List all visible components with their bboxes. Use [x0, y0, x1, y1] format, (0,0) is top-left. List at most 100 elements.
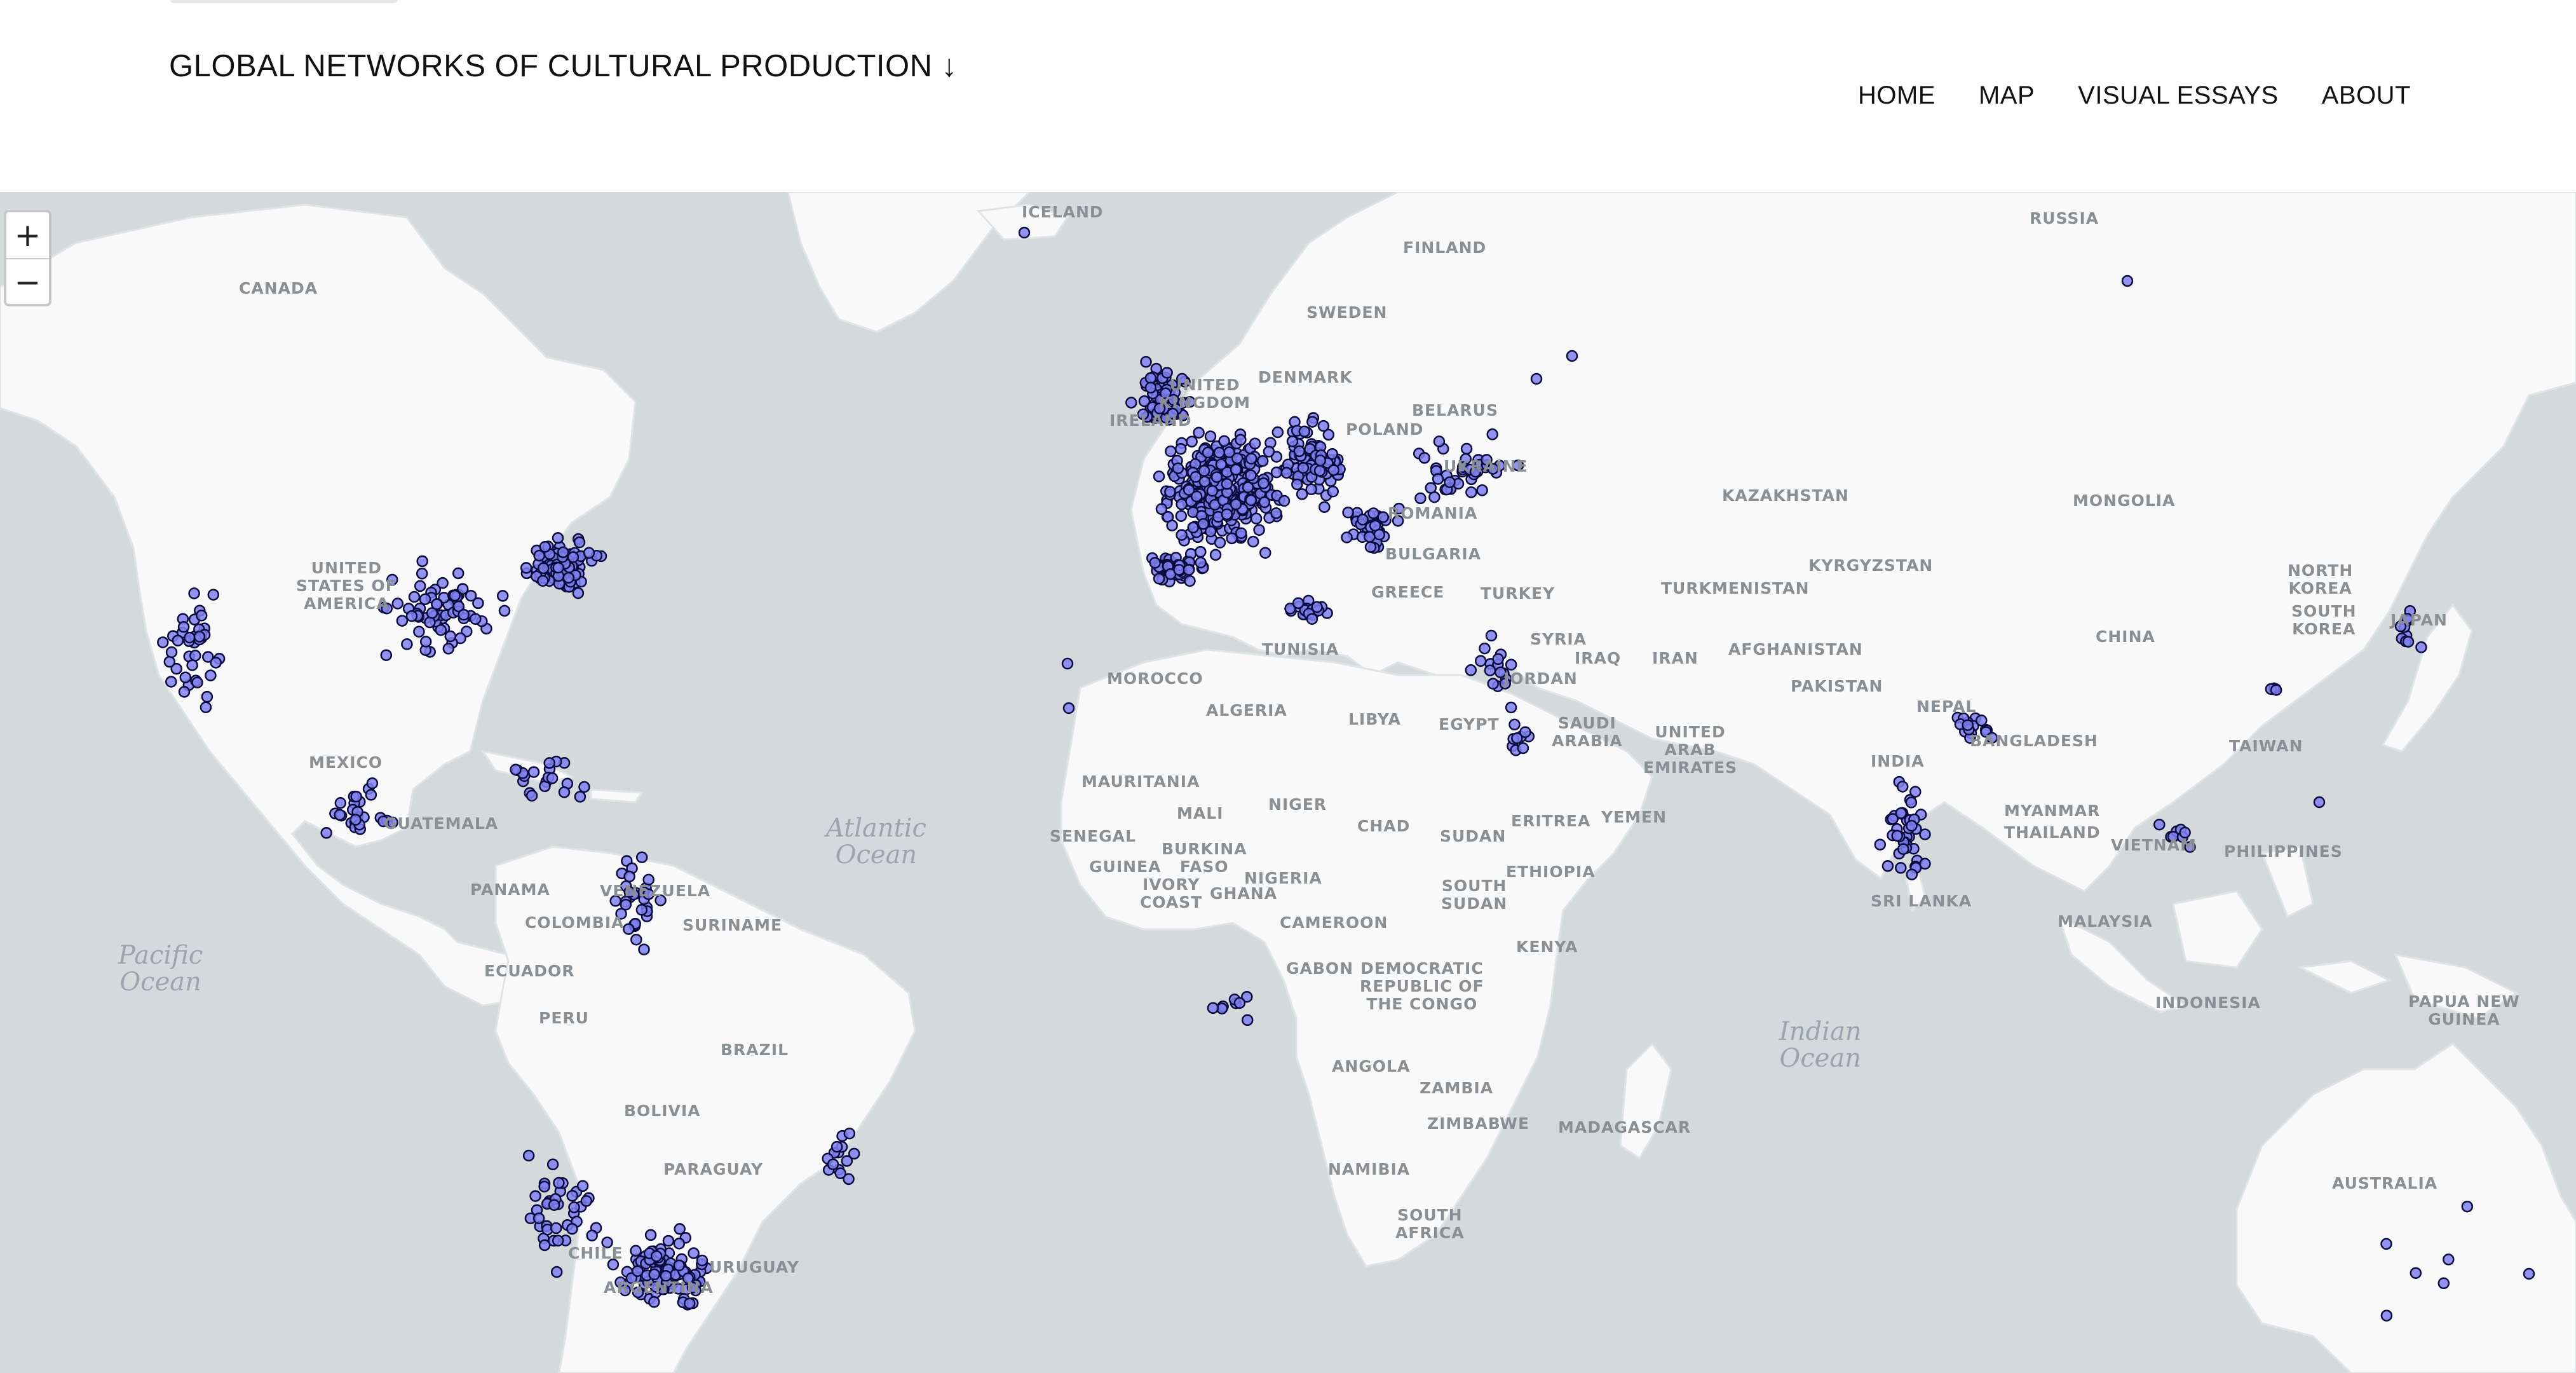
map-marker[interactable] [1160, 387, 1172, 399]
map-marker[interactable] [1166, 519, 1178, 531]
map-marker[interactable] [1919, 828, 1931, 840]
map-marker[interactable] [1198, 475, 1211, 488]
nav-home[interactable]: HOME [1857, 81, 1935, 109]
map-marker[interactable] [1326, 447, 1338, 460]
map-marker[interactable] [202, 651, 214, 663]
map-marker[interactable] [1061, 657, 1074, 670]
zoom-out-button[interactable]: − [6, 258, 49, 304]
map-marker[interactable] [366, 777, 379, 789]
zoom-in-button[interactable]: + [6, 212, 49, 258]
map-marker[interactable] [1297, 461, 1310, 474]
map-marker[interactable] [2153, 818, 2166, 831]
map-marker[interactable] [558, 786, 571, 798]
map-marker[interactable] [472, 597, 484, 610]
map-marker[interactable] [654, 894, 667, 906]
map-marker[interactable] [537, 575, 549, 587]
map-marker[interactable] [178, 686, 191, 698]
map-marker[interactable] [1195, 556, 1207, 569]
map-marker[interactable] [413, 625, 425, 638]
map-marker[interactable] [1414, 492, 1427, 505]
map-marker[interactable] [615, 908, 627, 920]
map-marker[interactable] [1293, 445, 1306, 458]
map-marker[interactable] [456, 583, 469, 595]
map-marker[interactable] [498, 605, 511, 617]
map-marker[interactable] [1298, 425, 1311, 438]
map-marker[interactable] [539, 541, 552, 553]
map-marker[interactable] [1259, 547, 1271, 559]
map-marker[interactable] [532, 1212, 545, 1224]
map-marker[interactable] [522, 1149, 535, 1162]
map-marker[interactable] [401, 638, 413, 650]
map-marker[interactable] [1167, 407, 1179, 420]
map-marker[interactable] [1155, 503, 1168, 516]
map-marker[interactable] [557, 546, 569, 559]
map-marker[interactable] [1062, 702, 1075, 714]
map-marker[interactable] [1895, 807, 1907, 819]
map-marker[interactable] [1214, 536, 1226, 549]
map-marker[interactable] [573, 536, 586, 549]
map-marker[interactable] [1474, 655, 1487, 667]
map-marker[interactable] [1484, 664, 1496, 676]
map-marker[interactable] [1167, 393, 1179, 406]
map-marker[interactable] [1241, 990, 1253, 1003]
map-marker[interactable] [408, 591, 421, 603]
map-marker[interactable] [334, 809, 346, 821]
map-marker[interactable] [1460, 442, 1473, 455]
map-marker[interactable] [1176, 372, 1188, 385]
map-marker[interactable] [548, 1199, 560, 1211]
map-marker[interactable] [386, 573, 398, 586]
map-marker[interactable] [1280, 467, 1293, 479]
map-marker[interactable] [1190, 490, 1203, 503]
map-marker[interactable] [1505, 701, 1517, 714]
map-marker[interactable] [684, 1297, 696, 1309]
map-marker[interactable] [630, 1245, 642, 1257]
map-marker[interactable] [195, 610, 208, 622]
map-marker[interactable] [576, 1180, 589, 1192]
map-marker[interactable] [416, 568, 428, 580]
map-marker[interactable] [1018, 226, 1031, 239]
map-marker[interactable] [1887, 813, 1899, 825]
map-marker[interactable] [1364, 541, 1377, 553]
map-marker[interactable] [2437, 1277, 2450, 1290]
map-marker[interactable] [1257, 477, 1270, 489]
map-marker[interactable] [2184, 841, 2196, 853]
map-marker[interactable] [1433, 435, 1446, 447]
map-marker[interactable] [642, 873, 654, 886]
map-marker[interactable] [414, 580, 426, 592]
map-marker[interactable] [188, 587, 200, 599]
map-marker[interactable] [566, 1222, 578, 1235]
map-marker[interactable] [1465, 664, 1477, 676]
map-marker[interactable] [431, 598, 443, 610]
map-marker[interactable] [1444, 476, 1456, 488]
map-marker[interactable] [1202, 446, 1214, 459]
map-marker[interactable] [2313, 796, 2326, 809]
map-marker[interactable] [1226, 532, 1238, 545]
map-marker[interactable] [1481, 454, 1493, 466]
map-marker[interactable] [1296, 488, 1308, 500]
map-marker[interactable] [623, 923, 635, 935]
map-marker[interactable] [1174, 442, 1187, 455]
map-marker[interactable] [1319, 501, 1331, 513]
map-marker[interactable] [163, 655, 176, 668]
map-marker[interactable] [1271, 426, 1284, 439]
map-marker[interactable] [1487, 678, 1499, 690]
map-marker[interactable] [1511, 732, 1523, 744]
map-marker[interactable] [1207, 1002, 1219, 1014]
map-marker[interactable] [1306, 613, 1319, 625]
map-marker[interactable] [1197, 517, 1210, 530]
map-marker[interactable] [1976, 714, 1988, 727]
map-marker[interactable] [449, 589, 461, 602]
map-marker[interactable] [157, 636, 169, 648]
map-marker[interactable] [1247, 535, 1259, 548]
map-marker[interactable] [2415, 641, 2427, 653]
map-marker[interactable] [586, 1229, 598, 1241]
map-marker[interactable] [510, 763, 522, 776]
map-marker[interactable] [543, 757, 555, 769]
map-marker[interactable] [2179, 826, 2191, 839]
map-marker[interactable] [419, 593, 431, 605]
map-marker[interactable] [1895, 862, 1907, 874]
map-marker[interactable] [2523, 1267, 2535, 1280]
map-marker[interactable] [1153, 573, 1165, 585]
map-marker[interactable] [1209, 549, 1222, 561]
map-marker[interactable] [186, 659, 198, 671]
